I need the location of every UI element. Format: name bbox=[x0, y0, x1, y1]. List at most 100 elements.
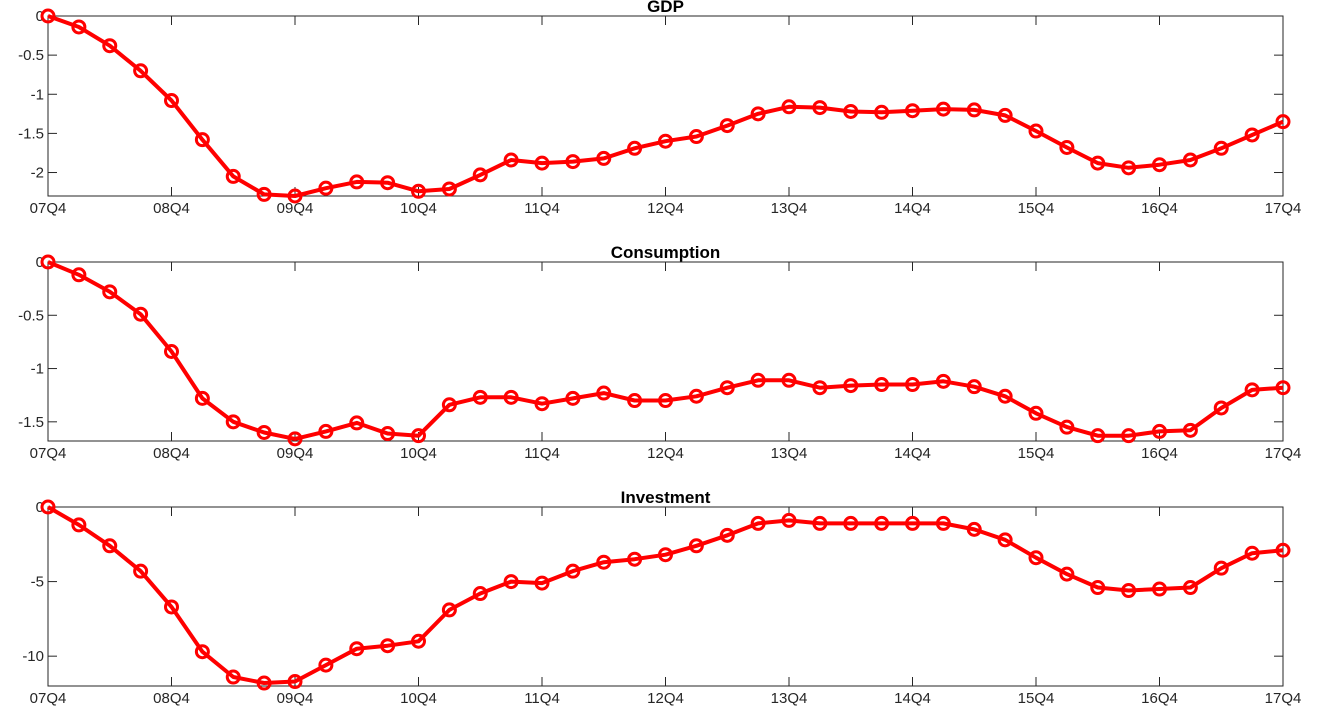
data-point bbox=[1213, 400, 1229, 416]
data-point bbox=[534, 575, 550, 591]
data-point bbox=[164, 93, 179, 109]
x-tick-label: 10Q4 bbox=[400, 690, 437, 707]
x-tick-label: 10Q4 bbox=[400, 445, 437, 462]
data-point bbox=[472, 389, 488, 405]
data-point bbox=[40, 254, 56, 270]
data-point bbox=[441, 181, 457, 197]
data-point bbox=[966, 102, 982, 118]
y-tick-label: 0 bbox=[36, 499, 44, 516]
y-tick-label: -0.5 bbox=[18, 307, 44, 324]
data-point bbox=[503, 152, 519, 168]
data-point bbox=[287, 431, 303, 447]
x-tick-label: 12Q4 bbox=[647, 690, 684, 707]
data-point bbox=[534, 396, 550, 412]
data-point bbox=[719, 118, 735, 134]
x-tick-label: 13Q4 bbox=[771, 445, 808, 462]
data-point bbox=[534, 155, 550, 171]
data-point bbox=[503, 574, 519, 590]
x-tick-label: 12Q4 bbox=[647, 200, 684, 217]
data-point bbox=[812, 100, 828, 116]
data-point bbox=[719, 380, 735, 396]
data-point bbox=[874, 515, 890, 531]
data-point bbox=[40, 499, 56, 515]
data-point bbox=[1028, 550, 1044, 566]
data-point bbox=[781, 372, 797, 388]
x-tick-label: 09Q4 bbox=[277, 200, 314, 217]
data-point bbox=[1028, 405, 1044, 421]
data-point bbox=[565, 563, 581, 579]
panel-investment: Investment 07Q4 08Q4 09Q4 10Q4 11Q4 12Q4 13Q4 14… bbox=[22, 488, 1301, 707]
data-point bbox=[40, 8, 56, 24]
data-point bbox=[935, 101, 951, 117]
x-tick-label: 16Q4 bbox=[1141, 200, 1178, 217]
data-point bbox=[966, 521, 982, 537]
data-point bbox=[874, 104, 890, 120]
data-point bbox=[256, 675, 272, 691]
series-line bbox=[47, 260, 1284, 441]
data-point bbox=[1244, 127, 1260, 143]
x-tick-label: 10Q4 bbox=[400, 200, 437, 217]
data-point bbox=[318, 423, 334, 439]
x-tick-label: 14Q4 bbox=[894, 200, 931, 217]
data-point bbox=[812, 515, 828, 531]
data-point bbox=[658, 393, 673, 409]
x-tick-label: 07Q4 bbox=[30, 690, 67, 707]
data-point bbox=[1244, 545, 1260, 561]
series-line bbox=[47, 14, 1284, 198]
data-point bbox=[349, 641, 365, 657]
data-point bbox=[1090, 428, 1106, 444]
chart-title: Investment bbox=[621, 488, 711, 507]
data-point bbox=[565, 390, 581, 406]
x-tick-label: 09Q4 bbox=[277, 690, 314, 707]
y-tick-label: -1.5 bbox=[18, 125, 44, 142]
data-point bbox=[843, 103, 859, 119]
data-point bbox=[380, 426, 396, 442]
x-tick-label: 15Q4 bbox=[1018, 200, 1055, 217]
y-tick-label: -1 bbox=[31, 361, 44, 378]
data-point bbox=[1121, 160, 1137, 176]
data-point bbox=[1275, 380, 1291, 396]
data-point bbox=[441, 602, 457, 618]
data-point bbox=[627, 140, 643, 156]
data-point bbox=[1182, 152, 1198, 168]
data-point bbox=[194, 644, 210, 660]
x-tick-label: 15Q4 bbox=[1018, 690, 1055, 707]
data-point bbox=[1059, 566, 1075, 582]
x-tick-label: 11Q4 bbox=[524, 200, 560, 217]
data-point bbox=[256, 186, 272, 202]
data-point bbox=[565, 154, 581, 170]
x-tick-label: 09Q4 bbox=[277, 445, 314, 462]
data-point bbox=[194, 390, 210, 406]
data-point bbox=[380, 175, 396, 191]
series-line bbox=[46, 505, 1284, 685]
data-point bbox=[349, 174, 365, 190]
data-point bbox=[658, 133, 673, 149]
data-point bbox=[843, 515, 859, 531]
x-tick-label: 14Q4 bbox=[894, 445, 931, 462]
y-tick-label: -10 bbox=[22, 648, 44, 665]
data-point bbox=[318, 180, 334, 196]
data-point bbox=[380, 638, 396, 654]
x-tick-label: 11Q4 bbox=[524, 445, 560, 462]
x-tick-label: 07Q4 bbox=[30, 445, 67, 462]
data-point bbox=[133, 563, 149, 579]
data-point bbox=[905, 103, 920, 119]
y-tick-label: 0 bbox=[36, 8, 44, 25]
data-point bbox=[627, 393, 643, 409]
data-point bbox=[1275, 542, 1291, 558]
data-point bbox=[781, 99, 797, 115]
x-tick-label: 14Q4 bbox=[894, 690, 931, 707]
x-tick-label: 12Q4 bbox=[647, 445, 684, 462]
data-point bbox=[781, 512, 797, 528]
data-point bbox=[1275, 114, 1291, 130]
data-point bbox=[164, 599, 179, 615]
data-point bbox=[658, 547, 673, 563]
data-point bbox=[874, 377, 890, 393]
x-tick-label: 08Q4 bbox=[153, 690, 190, 707]
data-point bbox=[1121, 428, 1137, 444]
x-tick-label: 13Q4 bbox=[771, 690, 808, 707]
data-point bbox=[1090, 580, 1106, 596]
data-point bbox=[1059, 139, 1075, 155]
data-point bbox=[997, 532, 1013, 548]
